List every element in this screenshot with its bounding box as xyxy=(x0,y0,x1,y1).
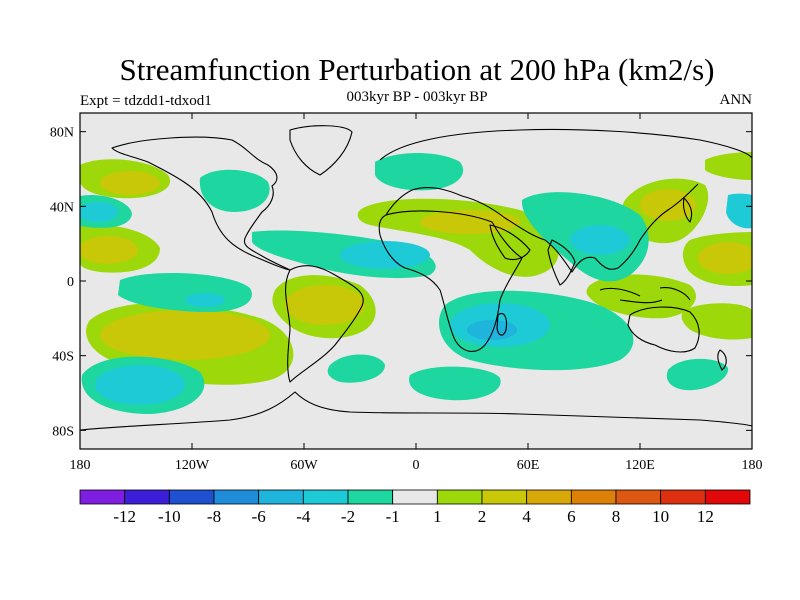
experiment-label: Expt = tdzdd1-tdxod1 xyxy=(80,93,212,109)
coastlines xyxy=(80,125,752,431)
coastline-eurasia xyxy=(379,128,752,273)
colorbar-swatch xyxy=(526,489,572,505)
contour-pos-north-pacific-core xyxy=(100,171,160,195)
contour-neg-north-atlantic xyxy=(199,169,270,212)
contour-neg-atlantic-core xyxy=(340,241,430,269)
longitude-axis: 180 120W 60W 0 60E 120E 180 xyxy=(70,113,763,473)
lon-tick-label: 180 xyxy=(742,458,763,473)
contour-neg-europe-arctic xyxy=(375,153,464,191)
colorbar-swatch xyxy=(258,489,304,505)
contour-pos-south-america-core xyxy=(285,285,365,325)
colorbar-label: 1 xyxy=(433,507,442,526)
colorbar-label: -8 xyxy=(207,507,221,526)
lon-tick-label: 120E xyxy=(625,458,655,473)
lat-tick-label: 80S xyxy=(52,424,74,439)
lon-tick-label: 60E xyxy=(517,458,540,473)
contour-neg-east-pacific-core xyxy=(185,293,225,307)
lon-tick-label: 60W xyxy=(290,458,318,473)
plot-title: Streamfunction Perturbation at 200 hPa (… xyxy=(119,52,715,87)
colorbar-label: -2 xyxy=(341,507,355,526)
contour-neg-south-atlantic xyxy=(327,354,385,383)
contour-neg-west-pacific-high-lat xyxy=(726,193,752,229)
colorbar-swatch xyxy=(168,489,215,505)
colorbar-label: -12 xyxy=(113,507,136,526)
contour-field xyxy=(80,113,752,449)
coastline-africa xyxy=(378,210,523,352)
colorbar-label: 10 xyxy=(652,507,669,526)
lat-tick-label: 40S xyxy=(52,350,74,365)
coastline-south-america xyxy=(285,265,364,383)
colorbar-label: 4 xyxy=(522,507,531,526)
colorbar-swatch xyxy=(124,489,170,505)
lon-tick-label: 120W xyxy=(175,458,210,473)
coastline-maritime-continent xyxy=(599,287,691,304)
coastline-antarctica xyxy=(80,391,752,431)
colorbar-swatch xyxy=(302,489,349,505)
contour-neg-pacific-core xyxy=(80,202,118,222)
latitude-axis: 80N 40N 0 40S 80S xyxy=(50,126,752,439)
colorbar-label: -1 xyxy=(386,507,400,526)
lon-tick-label: 0 xyxy=(413,458,420,473)
colorbar-swatch xyxy=(392,489,438,505)
contour-neg-asia-core xyxy=(570,225,630,255)
colorbar-swatch xyxy=(436,489,483,505)
colorbar-swatch xyxy=(79,489,126,505)
coastline-greenland xyxy=(289,125,353,176)
lon-tick-label: 180 xyxy=(70,458,91,473)
contour-pos-south-pacific-core xyxy=(100,310,270,360)
contour-pos-west-pacific-core xyxy=(80,236,138,264)
colorbar-label: -10 xyxy=(158,507,181,526)
lat-tick-label: 0 xyxy=(67,275,74,290)
contour-neg-south-pacific-core xyxy=(95,365,185,405)
colorbar-swatch xyxy=(615,489,662,505)
lat-tick-label: 40N xyxy=(50,200,74,215)
colorbar-swatch xyxy=(660,489,706,505)
contour-neg-south-tasman xyxy=(666,358,729,391)
coastline-madagascar xyxy=(496,312,508,336)
colorbar-label: -4 xyxy=(296,507,311,526)
contour-neg-south-indian-core xyxy=(467,320,517,340)
colorbar-swatch xyxy=(481,489,528,505)
colorbar-label: 2 xyxy=(478,507,487,526)
coastline-new-zealand xyxy=(717,349,727,371)
colorbar-swatch xyxy=(347,489,394,505)
colorbar-label: 12 xyxy=(697,507,714,526)
coastline-australia xyxy=(627,306,700,353)
coastline-japan xyxy=(682,197,693,223)
period-label: 003kyr BP - 003kyr BP xyxy=(346,89,488,105)
colorbar-label: 6 xyxy=(567,507,576,526)
coastline-arabia xyxy=(489,224,531,261)
colorbar-label: -6 xyxy=(252,507,266,526)
coastline-india xyxy=(547,239,576,286)
colorbar-swatch xyxy=(704,489,751,505)
lat-tick-label: 80N xyxy=(50,126,74,141)
colorbar: -12 -10 -8 -6 -4 -2 -1 1 2 4 6 8 10 12 xyxy=(79,489,751,526)
contour-neg-southern-ocean xyxy=(409,366,501,401)
colorbar-swatch xyxy=(213,489,260,505)
contour-pos-arctic-east xyxy=(705,152,752,180)
coastline-north-america xyxy=(111,136,291,271)
contour-pos-central-pacific-core xyxy=(698,242,752,274)
season-label: ANN xyxy=(719,92,753,108)
contour-pos-east-asia-core xyxy=(640,189,696,221)
colorbar-label: 8 xyxy=(612,507,621,526)
colorbar-swatch xyxy=(570,489,617,505)
